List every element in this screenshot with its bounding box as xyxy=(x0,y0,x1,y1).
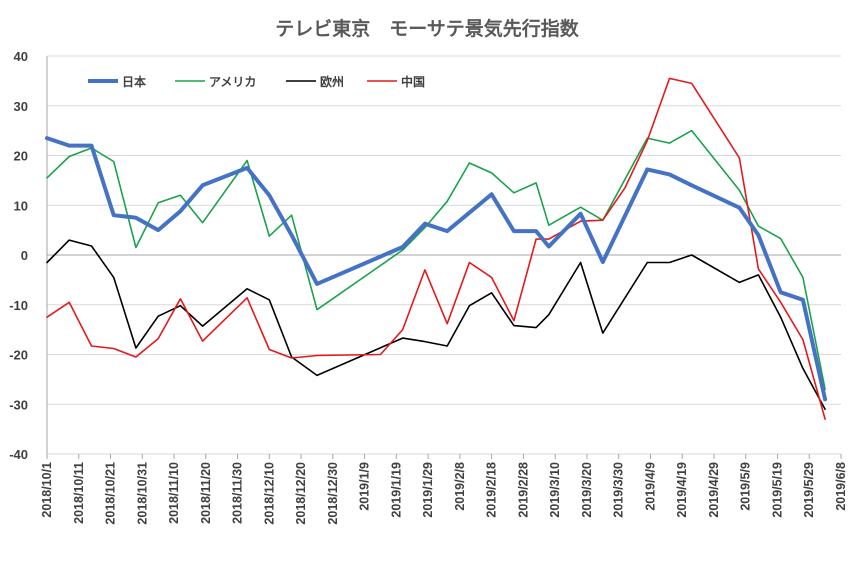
y-tick-label: -30 xyxy=(9,397,28,412)
x-tick-label: 2018/12/10 xyxy=(262,462,276,525)
legend-label-1: アメリカ xyxy=(209,75,256,89)
x-tick-label: 2019/3/20 xyxy=(580,462,594,518)
legend-label-3: 中国 xyxy=(401,74,425,89)
legend: 日本 アメリカ 欧州 中国 xyxy=(88,74,425,89)
x-tick-label: 2019/3/30 xyxy=(612,462,626,518)
y-tick-label: 40 xyxy=(14,49,28,64)
x-tick-label: 2019/1/29 xyxy=(421,462,435,518)
x-tick-label: 2019/1/9 xyxy=(358,462,372,511)
x-tick-label: 2018/10/21 xyxy=(104,462,118,525)
gridlines xyxy=(46,55,841,455)
x-tick-label: 2019/6/8 xyxy=(834,462,848,511)
x-axis-ticks: 2018/10/1 2018/10/11 2018/10/21 2018/10/31 2… xyxy=(40,454,848,525)
series-lines xyxy=(45,77,828,421)
x-tick-label: 2018/11/20 xyxy=(199,462,213,524)
x-tick-label: 2019/2/28 xyxy=(516,462,530,518)
y-tick-label: 20 xyxy=(14,149,28,164)
x-tick-label: 2018/10/11 xyxy=(72,462,86,524)
y-tick-label: -10 xyxy=(9,298,28,313)
legend-label-0: 日本 xyxy=(122,74,146,89)
y-tick-label: -40 xyxy=(9,447,28,462)
x-tick-label: 2019/4/19 xyxy=(675,462,689,518)
x-tick-label: 2018/10/1 xyxy=(40,462,54,518)
x-tick-label: 2019/2/18 xyxy=(485,462,499,518)
x-tick-label: 2019/5/9 xyxy=(739,462,753,511)
x-tick-label: 2018/12/20 xyxy=(294,462,308,525)
x-tick-label: 2018/10/31 xyxy=(135,462,149,525)
x-tick-label: 2018/11/10 xyxy=(167,462,181,524)
x-tick-label: 2019/2/8 xyxy=(453,462,467,511)
x-tick-label: 2019/3/10 xyxy=(548,462,562,518)
legend-label-2: 欧州 xyxy=(320,74,344,89)
x-tick-label: 2019/4/29 xyxy=(707,462,721,518)
y-tick-label: -20 xyxy=(9,348,28,363)
x-tick-label: 2019/1/19 xyxy=(389,462,403,518)
x-tick-label: 2018/12/30 xyxy=(326,462,340,525)
y-axis-ticks: 40 30 20 10 0 -10 -20 -30 -40 xyxy=(9,49,28,462)
y-tick-label: 0 xyxy=(21,248,28,263)
x-tick-label: 2019/5/19 xyxy=(770,462,784,518)
x-tick-label: 2019/5/29 xyxy=(802,462,816,518)
series-line-1 xyxy=(46,129,826,391)
x-tick-label: 2019/4/9 xyxy=(643,462,657,511)
series-line-2 xyxy=(46,239,826,411)
y-tick-label: 10 xyxy=(14,198,28,213)
y-tick-label: 30 xyxy=(14,99,28,114)
series-line-3 xyxy=(46,77,826,421)
x-tick-label: 2018/11/30 xyxy=(231,462,245,524)
chart-title: テレビ東京 モーサテ景気先行指数 xyxy=(275,17,580,40)
series-line-0 xyxy=(45,136,828,402)
